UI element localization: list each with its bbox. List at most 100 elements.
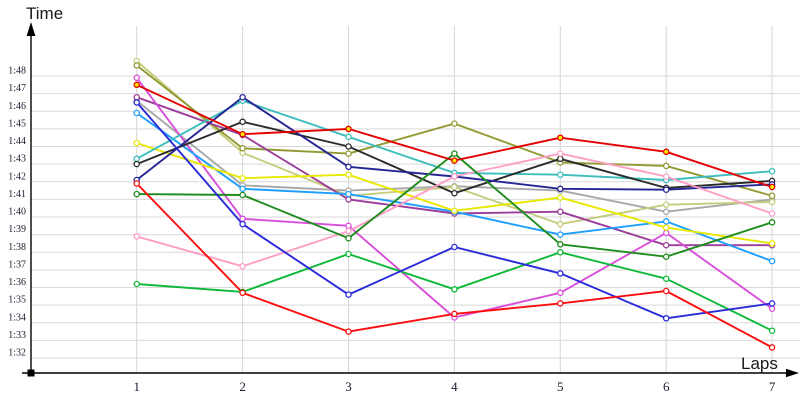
data-point-deepskyblue-lap5 [557, 231, 564, 238]
data-point-deepskyblue-lap6 [662, 218, 670, 225]
y-tick-label: 1:44 [8, 136, 26, 147]
data-point-royalblue-lap7 [768, 300, 776, 307]
data-point-pink-lap1 [133, 233, 140, 240]
data-point-navy-lap5 [557, 185, 564, 193]
data-point-olive-lap6 [662, 162, 670, 170]
data-point-brightgreen-lap6 [662, 275, 670, 282]
y-tick-label: 1:39 [8, 224, 26, 235]
data-point-deepskyblue-lap1 [133, 109, 140, 117]
y-tick-label: 1:38 [8, 242, 26, 253]
data-point-royalblue-lap3 [345, 291, 352, 298]
data-point-red-highlight-lap4 [451, 157, 458, 164]
data-point-red-lower-lap4 [451, 310, 458, 318]
data-point-darkgreen-lap4 [451, 150, 458, 157]
data-point-darkgreen-lap3 [345, 234, 352, 242]
y-tick-label: 1:40 [8, 207, 26, 218]
y-axis-title: Time [26, 4, 64, 23]
data-point-black-lap2 [239, 118, 246, 126]
y-tick-label: 1:45 [8, 118, 26, 129]
data-point-pink-lap2 [239, 263, 246, 270]
data-point-magenta-lap5 [557, 289, 564, 297]
x-tick-label: 7 [769, 379, 776, 394]
x-tick-label: 3 [345, 379, 352, 394]
data-point-magenta-lap7 [768, 305, 776, 312]
y-tick-label: 1:35 [8, 295, 26, 306]
data-point-pink-lap3 [345, 227, 352, 235]
x-axis-title: Laps [741, 354, 778, 373]
y-tick-label: 1:37 [8, 259, 26, 270]
x-tick-label: 2 [239, 379, 246, 394]
data-point-khaki-lap4 [451, 183, 458, 191]
data-point-magenta-lap3 [345, 222, 352, 230]
y-tick-label: 1:42 [8, 171, 26, 182]
data-point-darkgreen-lap6 [662, 253, 670, 260]
data-point-deepskyblue-lap2 [239, 185, 246, 193]
data-point-black-lap5 [557, 155, 564, 163]
data-point-olive-lap2 [239, 145, 246, 152]
data-point-deepskyblue-lap3 [345, 190, 352, 198]
data-point-turquoise-lap1 [133, 155, 140, 163]
data-point-darkgreen-lap2 [239, 191, 246, 199]
data-point-black-lap4 [451, 189, 458, 197]
data-point-red-lower-lap7 [768, 344, 776, 351]
data-point-magenta-lap2 [239, 215, 246, 223]
data-point-darkgreen-lap7 [768, 219, 776, 226]
x-tick-label: 1 [133, 379, 140, 394]
data-point-darkgreen-lap5 [557, 241, 564, 248]
data-point-khaki-lap6 [662, 201, 670, 208]
data-point-deepskyblue-lap7 [768, 257, 776, 265]
data-point-turquoise-lap3 [345, 133, 352, 141]
data-point-purple-lap1 [133, 93, 140, 101]
data-point-khaki-lap5 [557, 220, 564, 228]
data-point-purple-lap5 [557, 208, 564, 215]
data-point-red-lower-lap5 [557, 300, 564, 307]
data-point-turquoise-lap5 [557, 171, 564, 178]
data-point-yellow-lap7 [768, 240, 776, 247]
data-point-yellow-lap1 [133, 139, 140, 147]
data-point-black-lap3 [345, 143, 352, 150]
data-point-khaki-lap7 [768, 198, 776, 206]
data-point-red-highlight-lap2 [239, 130, 246, 138]
data-point-red-lower-lap1 [133, 180, 140, 187]
data-point-royalblue-lap5 [557, 270, 564, 277]
data-point-pink-lap5 [557, 150, 564, 157]
data-point-brightgreen-lap7 [768, 327, 776, 334]
data-point-red-lower-lap6 [662, 287, 670, 295]
data-point-royalblue-lap1 [133, 99, 140, 106]
data-point-navy-lap3 [345, 163, 352, 171]
y-tick-label: 1:46 [8, 101, 26, 112]
y-tick-label: 1:32 [8, 348, 26, 359]
data-point-red-lower-lap2 [239, 289, 246, 297]
data-point-red-highlight-lap1 [133, 81, 140, 89]
data-point-black-lap1 [133, 160, 140, 168]
data-point-royalblue-lap6 [662, 315, 670, 322]
data-point-darkgreen-lap1 [133, 190, 140, 198]
data-point-navy-lap6 [662, 186, 670, 193]
x-tick-label: 5 [557, 379, 564, 394]
data-point-olive-lap1 [133, 62, 140, 69]
data-point-purple-lap3 [345, 196, 352, 203]
x-tick-label: 6 [663, 379, 670, 394]
data-point-pink-lap7 [768, 210, 776, 217]
data-point-red-highlight-lap7 [768, 183, 776, 191]
data-point-royalblue-lap4 [451, 243, 458, 251]
data-point-gray-lap6 [662, 208, 670, 215]
y-tick-label: 1:36 [8, 277, 26, 288]
data-point-red-highlight-lap6 [662, 148, 670, 156]
x-axis-right-arrow-icon [786, 368, 799, 378]
y-axis-up-arrow-icon [26, 22, 36, 36]
data-point-turquoise-lap7 [768, 167, 776, 175]
data-point-yellow-lap3 [345, 171, 352, 178]
data-point-red-lower-lap3 [345, 328, 352, 335]
data-point-brightgreen-lap5 [557, 249, 564, 256]
data-point-magenta-lap1 [133, 74, 140, 82]
data-point-olive-lap7 [768, 192, 776, 200]
data-point-magenta-lap6 [662, 229, 670, 237]
data-point-red-highlight-lap5 [557, 134, 564, 141]
data-point-brightgreen-lap4 [451, 286, 458, 293]
data-point-brightgreen-lap1 [133, 280, 140, 288]
x-tick-label: 4 [451, 379, 458, 394]
y-tick-label: 1:33 [8, 330, 26, 341]
data-point-pink-lap4 [451, 173, 458, 180]
